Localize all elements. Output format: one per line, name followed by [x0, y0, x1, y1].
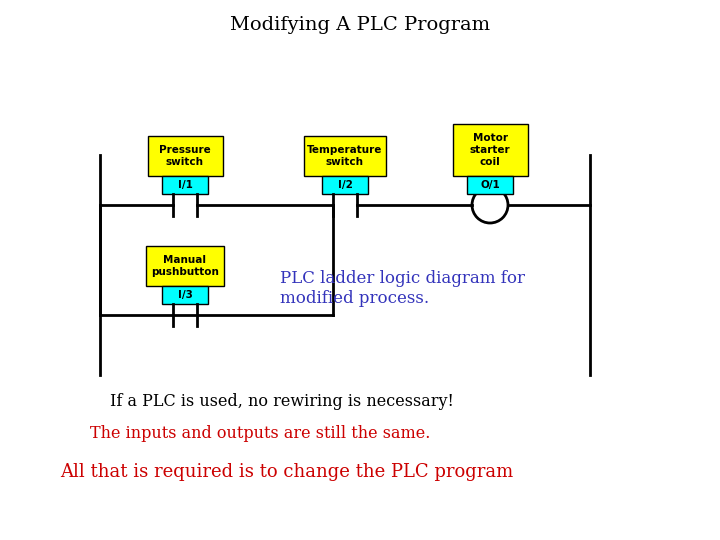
Text: All that is required is to change the PLC program: All that is required is to change the PL…: [60, 463, 513, 481]
Text: If a PLC is used, no rewiring is necessary!: If a PLC is used, no rewiring is necessa…: [110, 393, 454, 410]
FancyBboxPatch shape: [148, 136, 222, 176]
FancyBboxPatch shape: [162, 176, 208, 194]
FancyBboxPatch shape: [467, 176, 513, 194]
Text: I/3: I/3: [178, 290, 192, 300]
Text: PLC ladder logic diagram for
modified process.: PLC ladder logic diagram for modified pr…: [280, 270, 525, 307]
Text: Manual
pushbutton: Manual pushbutton: [151, 255, 219, 277]
Text: Temperature
switch: Temperature switch: [307, 145, 383, 167]
Text: Motor
starter
coil: Motor starter coil: [469, 133, 510, 167]
FancyBboxPatch shape: [322, 176, 368, 194]
Text: I/1: I/1: [178, 180, 192, 190]
FancyBboxPatch shape: [162, 286, 208, 304]
Text: O/1: O/1: [480, 180, 500, 190]
Text: I/2: I/2: [338, 180, 352, 190]
Text: The inputs and outputs are still the same.: The inputs and outputs are still the sam…: [90, 425, 431, 442]
FancyBboxPatch shape: [452, 124, 528, 176]
FancyBboxPatch shape: [146, 246, 224, 286]
Text: Pressure
switch: Pressure switch: [159, 145, 211, 167]
Text: Modifying A PLC Program: Modifying A PLC Program: [230, 16, 490, 34]
FancyBboxPatch shape: [304, 136, 386, 176]
